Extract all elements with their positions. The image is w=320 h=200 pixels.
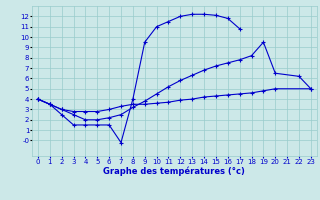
X-axis label: Graphe des températures (°c): Graphe des températures (°c) (103, 166, 245, 176)
